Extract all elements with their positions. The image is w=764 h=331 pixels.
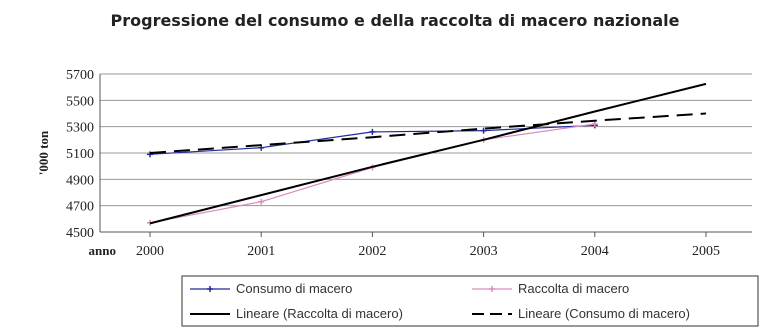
x-tick-label: 2004: [581, 244, 609, 259]
legend-label: Lineare (Consumo di macero): [518, 306, 690, 321]
legend: Consumo di macero Raccolta di macero Linea…: [181, 275, 759, 327]
x-axis-label: anno: [89, 243, 116, 258]
series-line-2: [149, 82, 707, 225]
x-tick-label: 2003: [470, 244, 498, 259]
series-group: [147, 82, 707, 226]
x-axis-ticks: 2000 2001 2002 2003 2004 2005: [136, 232, 720, 259]
y-tick-label: 4700: [66, 200, 94, 215]
x-tick-label: 2000: [136, 244, 164, 259]
y-tick-label: 4900: [66, 173, 94, 188]
y-axis-label: '000 ton: [36, 130, 51, 175]
series-line-3: [149, 112, 707, 154]
data-point: [369, 128, 376, 135]
data-point: [480, 127, 487, 134]
y-axis-ticks: 4500 4700 4900 5100 5300 5500 5700: [66, 68, 94, 241]
legend-marker: [489, 286, 495, 292]
legend-label: Lineare (Raccolta di macero): [236, 306, 403, 321]
data-point: [591, 121, 598, 128]
y-tick-label: 5300: [66, 121, 94, 136]
legend-label: Raccolta di macero: [518, 281, 629, 296]
y-tick-label: 5100: [66, 147, 94, 162]
y-tick-label: 5500: [66, 94, 94, 109]
data-point: [258, 198, 265, 205]
x-tick-label: 2001: [247, 244, 275, 259]
x-tick-label: 2002: [358, 244, 386, 259]
y-tick-label: 4500: [66, 226, 94, 241]
plot-area: [99, 73, 752, 233]
legend-marker: [207, 286, 213, 292]
chart-title: Progressione del consumo e della raccolt…: [111, 11, 680, 30]
y-tick-label: 5700: [66, 68, 94, 83]
x-tick-label: 2005: [692, 244, 720, 259]
legend-box: [181, 275, 759, 327]
series-line-1: [149, 123, 595, 224]
legend-label: Consumo di macero: [236, 281, 352, 296]
